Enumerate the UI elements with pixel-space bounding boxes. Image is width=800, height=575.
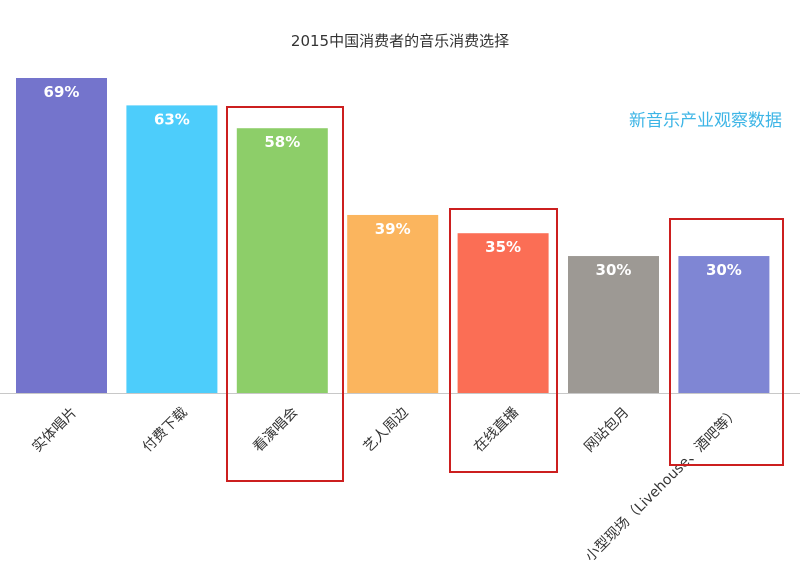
category-label-3: 看演唱会 [250,405,301,456]
bar-3 [236,128,328,393]
data-label-2: 63% [154,110,190,128]
category-label-2: 付费下载 [140,405,191,456]
data-label-7: 30% [706,261,742,279]
data-label-5: 35% [485,238,521,256]
data-label-3: 58% [264,133,300,151]
data-label-6: 30% [596,261,632,279]
category-label-5: 在线直播 [470,404,522,456]
bar-4 [347,214,439,393]
category-label-6: 网站包月 [581,405,632,456]
highlight-box-5 [449,208,558,473]
data-label-1: 69% [44,83,80,101]
bar-6 [568,256,659,393]
category-label-4: 艺人周边 [361,405,412,456]
category-label-1: 实体唱片 [29,405,80,456]
bar-2 [126,105,218,394]
bar-1 [16,78,107,393]
highlight-box-7 [669,218,784,466]
bar-7 [678,256,770,393]
chart-title: 2015中国消费者的音乐消费选择 [290,32,510,50]
highlight-box-3 [226,106,344,482]
watermark-text: 新音乐产业观察数据 [629,111,782,131]
data-label-4: 39% [375,220,411,238]
bar-5 [457,233,549,393]
